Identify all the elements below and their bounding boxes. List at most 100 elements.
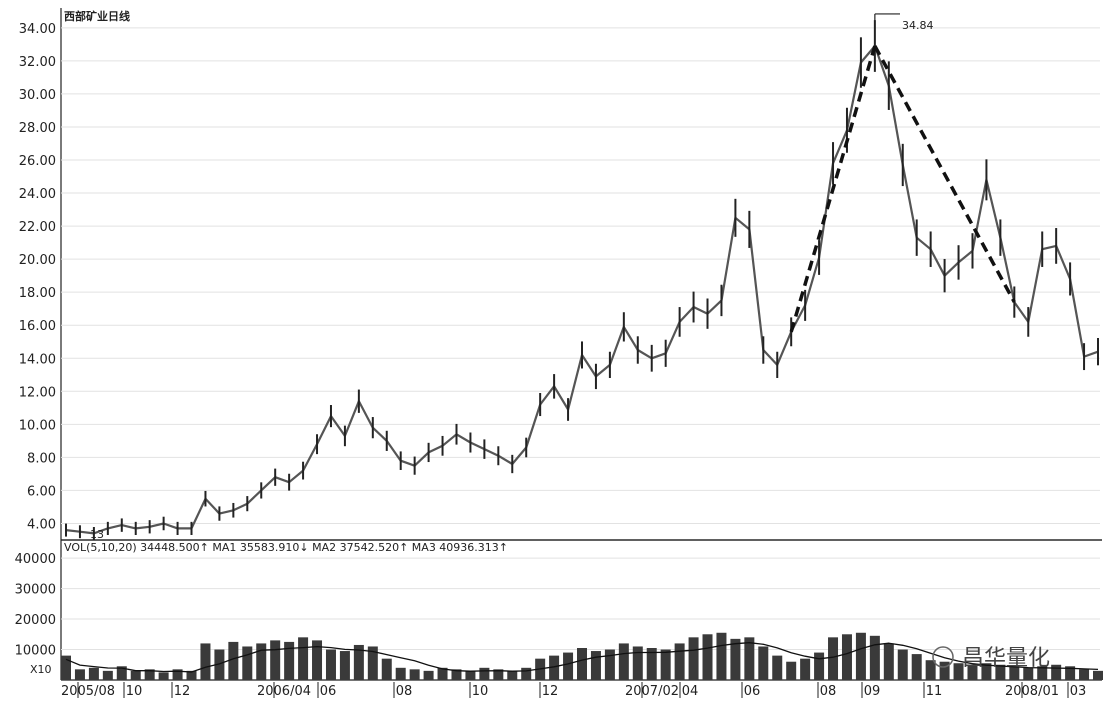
x-tick-label: 11 — [926, 684, 943, 699]
volume-bar — [995, 664, 1006, 680]
volume-bar — [855, 632, 866, 680]
volume-bar — [1037, 666, 1048, 680]
volume-bar — [967, 664, 978, 680]
x-tick-label: 09 — [864, 684, 881, 699]
volume-bar — [563, 652, 574, 680]
volume-legend: VOL(5,10,20) 34448.500↑ MA1 35583.910↓ M… — [64, 541, 508, 554]
x-tick-label: 10 — [472, 684, 489, 699]
x-tick-label: 12 — [542, 684, 559, 699]
volume-bar — [493, 669, 504, 680]
x-tick-label: 03 — [1070, 684, 1087, 699]
volume-bar — [981, 663, 992, 680]
price-series — [65, 13, 1099, 540]
volume-bar — [214, 649, 225, 680]
price-tick-label: 20.00 — [19, 253, 56, 268]
volume-bar — [814, 652, 825, 680]
watermark-logo-icon — [932, 646, 954, 668]
volume-bar — [744, 637, 755, 680]
volume-bar — [604, 649, 615, 680]
volume-bar — [632, 646, 643, 680]
price-tick-label: 28.00 — [19, 121, 56, 136]
volume-bar — [102, 670, 113, 680]
volume-bar — [841, 634, 852, 680]
volume-bar — [660, 649, 671, 680]
volume-bar — [1023, 667, 1034, 680]
price-tick-label: 30.00 — [19, 88, 56, 103]
volume-bar — [158, 672, 169, 680]
price-tick-label: 6.00 — [27, 484, 56, 499]
x-tick-label: 2007/02 — [625, 684, 679, 699]
price-tick-label: 16.00 — [19, 319, 56, 334]
volume-bar — [577, 648, 587, 680]
volume-bar — [1093, 670, 1103, 680]
volume-bar — [1009, 666, 1020, 680]
volume-bar — [883, 643, 894, 680]
x-tick-label: 2005/08 — [61, 684, 115, 699]
price-line — [65, 44, 1099, 535]
price-tick-label: 34.00 — [19, 22, 56, 37]
volume-bar — [1065, 666, 1076, 680]
volume-bar — [312, 640, 323, 680]
volume-bar — [507, 670, 518, 680]
volume-bar — [897, 649, 908, 680]
volume-bar — [451, 669, 462, 680]
volume-grid — [61, 557, 1100, 651]
volume-bar — [284, 641, 295, 680]
volume-bar — [590, 651, 601, 680]
volume-tick-label: 10000 — [15, 644, 56, 659]
price-tick-label: 18.00 — [19, 286, 56, 301]
watermark: 昌华量化 — [932, 646, 1050, 671]
date-x-ticks: 2005/08 10 12 2006/04 06 08 10 12 2007/02 04 06 08 0… — [61, 682, 1086, 699]
volume-tick-label: 30000 — [15, 583, 56, 598]
volume-bar — [74, 669, 85, 680]
volume-bar — [437, 667, 448, 680]
price-tick-label: 26.00 — [19, 154, 56, 169]
volume-bar — [409, 669, 420, 680]
volume-bar — [395, 667, 406, 680]
x-tick-label: 10 — [126, 684, 143, 699]
price-tick-label: 32.00 — [19, 55, 56, 70]
x-tick-label: 06 — [320, 684, 337, 699]
volume-bar — [716, 632, 727, 680]
price-tick-label: 14.00 — [19, 352, 56, 367]
volume-bar — [88, 667, 99, 680]
volume-bar — [925, 660, 936, 680]
volume-bar — [869, 635, 880, 680]
volume-bar — [144, 669, 155, 680]
low-price-label: 13 — [90, 528, 104, 541]
volume-bar — [200, 643, 211, 680]
volume-bar — [298, 637, 309, 680]
price-grid — [61, 27, 1100, 524]
volume-bar — [702, 634, 713, 680]
volume-bar — [339, 651, 350, 680]
volume-bar — [242, 646, 253, 680]
volume-bar — [772, 655, 783, 680]
volume-bar — [423, 670, 434, 680]
volume-bar — [939, 661, 950, 680]
volume-bar — [367, 646, 378, 680]
volume-bar — [381, 658, 392, 680]
x-tick-label: 04 — [682, 684, 699, 699]
volume-bar — [800, 658, 811, 680]
volume-y-ticks: 10000 20000 30000 40000 — [15, 552, 56, 658]
volume-tick-label: 20000 — [15, 613, 56, 628]
volume-bar — [549, 655, 560, 680]
volume-bar — [786, 661, 797, 680]
volume-bar — [646, 648, 657, 680]
price-tick-label: 10.00 — [19, 418, 56, 433]
x-tick-label: 08 — [396, 684, 413, 699]
volume-bar — [186, 670, 197, 680]
volume-bar — [256, 643, 267, 680]
price-tick-label: 24.00 — [19, 187, 56, 202]
price-tick-label: 22.00 — [19, 220, 56, 235]
volume-bar — [479, 667, 490, 680]
volume-ma-lines — [65, 642, 1099, 673]
volume-bar — [353, 644, 364, 680]
volume-bar — [618, 643, 629, 680]
price-y-ticks: 4.00 6.00 8.00 10.00 12.00 14.00 16.00 18.00 20.… — [19, 22, 56, 533]
x-tick-label: 06 — [744, 684, 761, 699]
x-tick-label: 12 — [174, 684, 191, 699]
chart-title: 西部矿业日线 — [64, 9, 130, 23]
volume-bar — [465, 670, 476, 680]
